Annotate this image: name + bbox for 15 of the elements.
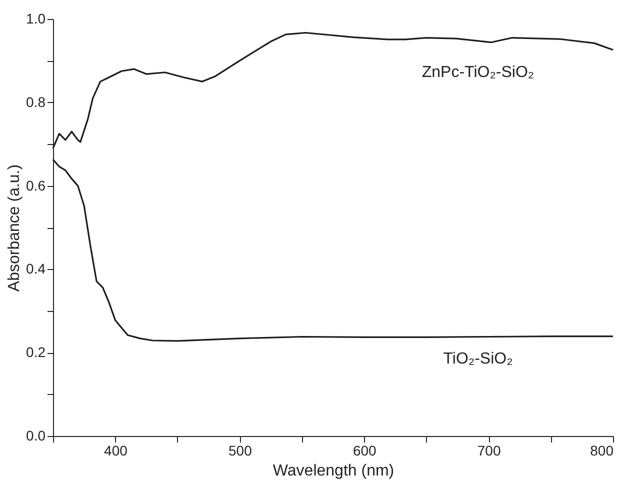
x-tick-label: 800: [590, 442, 614, 458]
series-label: ZnPc-TiO₂-SiO₂: [422, 64, 534, 81]
y-tick-label: 1.0: [26, 10, 46, 26]
series-label: TiO₂-SiO₂: [443, 350, 513, 368]
y-tick-label: 0.8: [26, 94, 46, 110]
x-tick-label: 400: [104, 442, 128, 458]
y-tick-label: 0.4: [26, 260, 46, 277]
y-tick-label: 0.0: [26, 428, 46, 444]
y-tick-label: 0.6: [26, 177, 46, 194]
x-tick-label: 500: [228, 442, 252, 458]
y-axis-title: Absorbance (a.u.): [6, 164, 24, 292]
y-tick-label: 0.2: [26, 344, 46, 360]
x-axis-title: Wavelength (nm): [272, 462, 394, 480]
x-tick-label: 600: [352, 442, 377, 458]
x-tick-label: 700: [477, 442, 501, 458]
